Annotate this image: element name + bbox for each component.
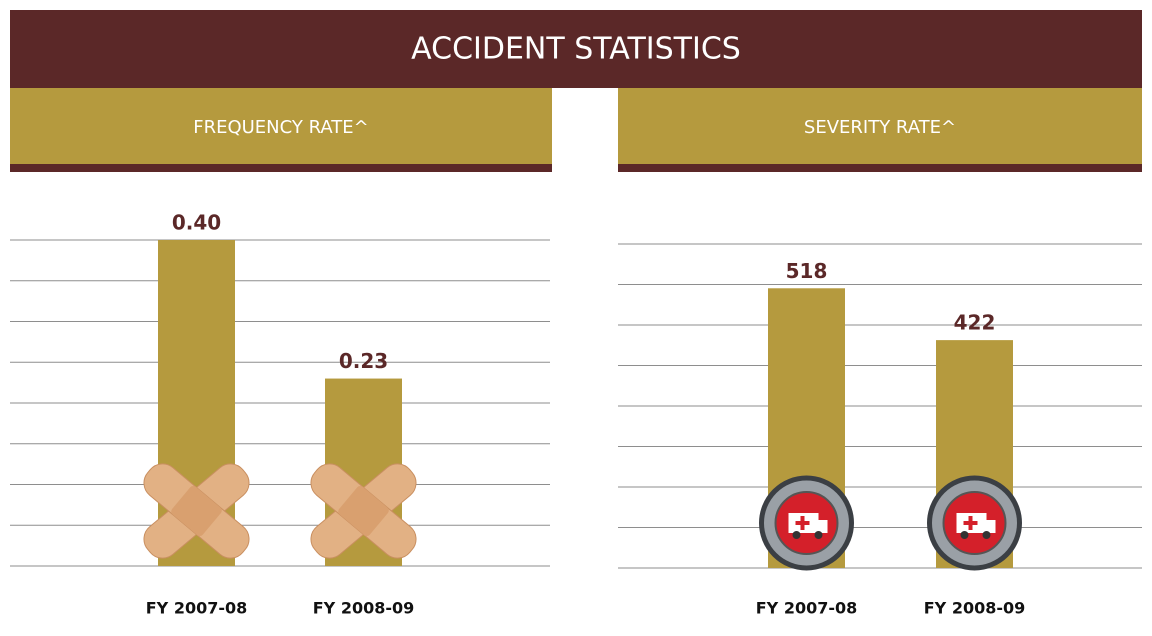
wheel	[793, 531, 801, 539]
chart-title: SEVERITY RATE^	[804, 117, 956, 138]
ambulance-cab	[987, 520, 996, 533]
ambulance-icon	[930, 478, 1020, 568]
wheel	[983, 531, 991, 539]
page-title: ACCIDENT STATISTICS	[411, 32, 741, 67]
x-tick-label: FY 2008-09	[313, 599, 415, 618]
infographic: ACCIDENT STATISTICS FREQUENCY RATE^ 0.40 F…	[0, 0, 1152, 636]
ambulance-icon	[762, 478, 852, 568]
subheader-rule	[10, 164, 552, 172]
cross-h	[796, 521, 810, 525]
chart-title: FREQUENCY RATE^	[193, 117, 369, 138]
subheader-rule	[618, 164, 1142, 172]
value-label: 0.23	[339, 349, 388, 373]
ambulance-cab	[819, 520, 828, 533]
value-label: 518	[786, 259, 828, 283]
wheel	[815, 531, 823, 539]
value-label: 0.40	[172, 211, 221, 235]
x-tick-label: FY 2007-08	[756, 599, 858, 618]
wheel	[961, 531, 969, 539]
cross-h	[964, 521, 978, 525]
value-label: 422	[954, 311, 996, 335]
x-tick-label: FY 2008-09	[924, 599, 1026, 618]
x-tick-label: FY 2007-08	[146, 599, 248, 618]
